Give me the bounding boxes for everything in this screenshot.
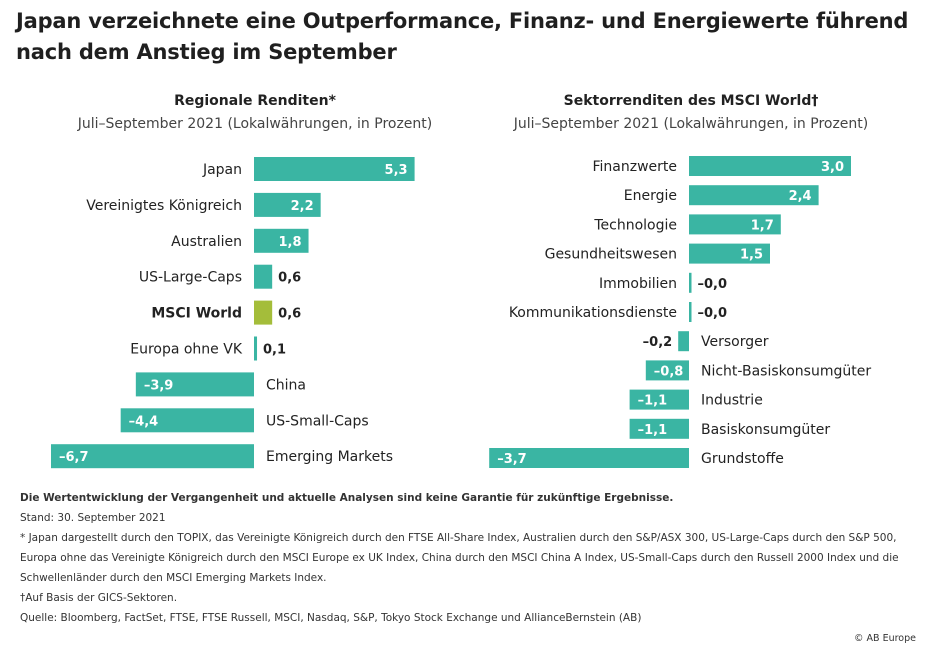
sector-bar	[645, 360, 689, 381]
sector-category-label: Gesundheitswesen	[545, 247, 677, 263]
regional-bar	[254, 336, 258, 361]
sector-category-label: Nicht-Basiskonsumgüter	[701, 363, 871, 379]
sector-chart-title: Sektorrenditen des MSCI World†	[563, 93, 819, 109]
sector-value-label: –3,7	[497, 452, 527, 467]
sector-bar	[629, 418, 689, 439]
sector-bar	[689, 156, 851, 176]
sector-bar	[629, 389, 689, 410]
sector-value-label: 3,0	[821, 160, 844, 175]
sector-bar	[689, 214, 781, 235]
sector-category-label: Energie	[624, 188, 677, 204]
footer-note-indices: * Japan dargestellt durch den TOPIX, das…	[20, 532, 899, 584]
page-title: Japan verzeichnete eine Outperformance, …	[16, 9, 909, 64]
sector-bar	[689, 243, 770, 264]
regional-value-label: –3,9	[144, 378, 174, 393]
regional-value-label: 0,1	[263, 343, 286, 358]
sector-category-label: Finanzwerte	[592, 159, 677, 175]
regional-category-label: US-Small-Caps	[266, 413, 369, 429]
regional-bar	[50, 444, 254, 469]
sector-bar	[689, 185, 819, 206]
sector-bar	[489, 448, 689, 468]
regional-category-label: China	[266, 377, 306, 393]
sector-category-label: Versorger	[701, 334, 769, 350]
sector-chart-subtitle: Juli–September 2021 (Lokalwährungen, in …	[513, 116, 869, 132]
regional-value-label: 0,6	[278, 307, 301, 322]
sector-value-label: 1,7	[751, 218, 774, 233]
sector-category-label: Grundstoffe	[701, 451, 784, 467]
regional-category-label: Europa ohne VK	[130, 342, 243, 358]
regional-value-label: 0,6	[278, 271, 301, 286]
footer-note-gics: †Auf Basis der GICS-Sektoren.	[20, 592, 178, 604]
regional-value-label: 1,8	[279, 235, 302, 250]
regional-bar	[135, 372, 254, 397]
sector-value-label: –0,0	[698, 306, 728, 321]
sector-value-label: 2,4	[789, 189, 812, 204]
sector-category-label: Basiskonsumgüter	[701, 422, 830, 438]
sector-value-label: –0,0	[698, 277, 728, 292]
regional-value-label: 5,3	[385, 163, 408, 178]
regional-category-label: Emerging Markets	[266, 449, 393, 465]
regional-category-label: Australien	[171, 234, 242, 250]
regional-category-label: US-Large-Caps	[139, 270, 242, 286]
sector-value-label: 1,5	[740, 248, 763, 263]
sector-category-label: Technologie	[593, 217, 677, 233]
regional-chart-title: Regionale Renditen*	[174, 93, 336, 109]
sector-value-label: –0,8	[654, 364, 684, 379]
sector-category-label: Industrie	[701, 393, 763, 409]
regional-bar	[254, 264, 273, 289]
regional-category-label: Japan	[202, 162, 242, 178]
regional-value-label: 2,2	[291, 199, 314, 214]
regional-bar	[254, 157, 415, 181]
sector-bar	[689, 302, 692, 322]
regional-category-label: MSCI World	[151, 306, 242, 322]
sector-chart-header: Sektorrenditen des MSCI World† Juli–Sept…	[456, 92, 926, 134]
regional-bar	[254, 192, 321, 217]
regional-bar	[254, 300, 273, 325]
regional-value-label: –4,4	[129, 414, 159, 429]
regional-bar	[254, 228, 309, 253]
regional-chart-header: Regionale Renditen* Juli–September 2021 …	[20, 92, 490, 134]
footer-disclaimer: Die Wertentwicklung der Vergangenheit un…	[20, 492, 674, 504]
regional-chart-subtitle: Juli–September 2021 (Lokalwährungen, in …	[77, 116, 433, 132]
sector-bar	[689, 272, 692, 293]
sector-value-label: –1,1	[638, 423, 668, 438]
sector-value-label: –0,2	[643, 335, 673, 350]
sector-category-label: Kommunikationsdienste	[509, 305, 677, 321]
footer-date: Stand: 30. September 2021	[20, 512, 166, 524]
bar-charts: 5,3 Japan 2,2 Vereinigtes Königreich 1,8 Aust…	[50, 156, 871, 469]
regional-bar	[120, 408, 255, 433]
sector-value-label: –1,1	[638, 394, 668, 409]
footer-source: Quelle: Bloomberg, FactSet, FTSE, FTSE R…	[20, 612, 642, 624]
copyright: © AB Europe	[854, 633, 916, 644]
regional-value-label: –6,7	[59, 450, 89, 465]
sector-category-label: Immobilien	[599, 276, 677, 292]
regional-category-label: Vereinigtes Königreich	[86, 198, 242, 214]
footer: Die Wertentwicklung der Vergangenheit un…	[20, 488, 910, 628]
sector-bar	[678, 331, 689, 352]
